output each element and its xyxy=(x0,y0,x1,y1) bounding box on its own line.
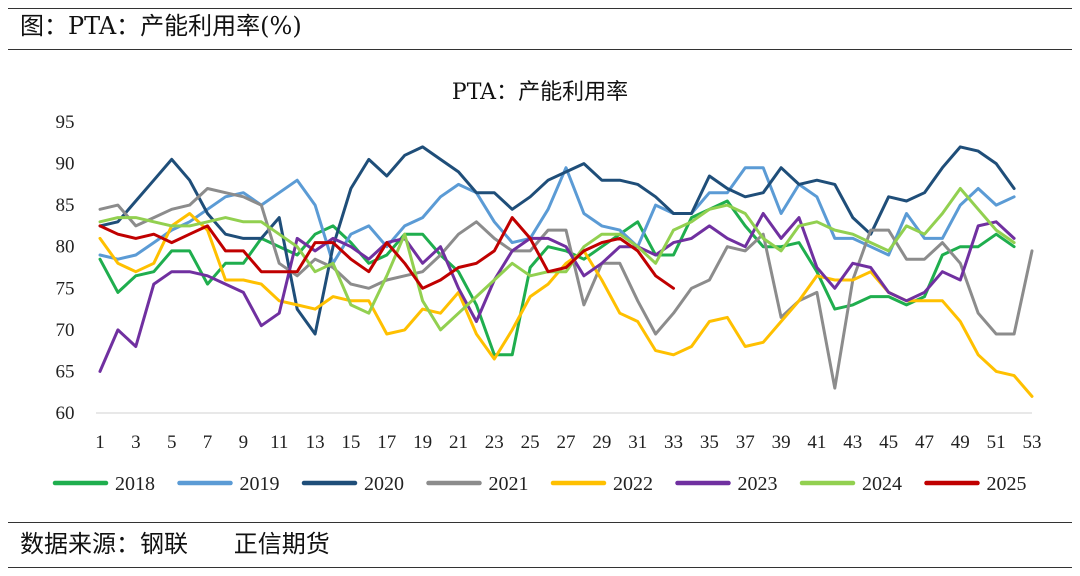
y-tick-label: 70 xyxy=(56,320,75,341)
legend-label-2020: 2020 xyxy=(364,473,404,495)
legend-label-2019: 2019 xyxy=(240,473,280,495)
chart-title: PTA：产能利用率 xyxy=(452,80,628,105)
top-border xyxy=(8,8,1072,9)
series-line-2021 xyxy=(98,187,1034,390)
series-line-2023 xyxy=(98,212,1016,373)
x-tick-label: 3 xyxy=(131,432,141,453)
data-source: 数据来源：钢联 正信期货 xyxy=(20,530,330,558)
x-tick-label: 39 xyxy=(772,432,791,453)
legend-label-2021: 2021 xyxy=(489,473,529,495)
y-tick-label: 90 xyxy=(56,154,75,175)
x-tick-label: 9 xyxy=(239,432,249,453)
legend-label-2024: 2024 xyxy=(862,473,902,495)
series-line-2025 xyxy=(98,216,675,290)
x-tick-label: 15 xyxy=(341,432,360,453)
legend-label-2022: 2022 xyxy=(613,473,653,495)
x-tick-label: 23 xyxy=(485,432,504,453)
x-tick-label: 5 xyxy=(167,432,177,453)
caption-divider xyxy=(8,49,1072,50)
x-tick-label: 1 xyxy=(95,432,105,453)
series-lines xyxy=(98,145,1034,398)
x-tick-label: 17 xyxy=(377,432,396,453)
x-tick-label: 49 xyxy=(951,432,970,453)
x-tick-label: 11 xyxy=(270,432,288,453)
legend-label-2023: 2023 xyxy=(738,473,778,495)
series-line-2019 xyxy=(98,166,1016,265)
legend-label-2018: 2018 xyxy=(115,473,155,495)
x-axis: 1 3 5 7 9 11 13 15 17 19 21 23 25 27 29 31 33 35 37 39 41 43 4… xyxy=(95,412,1042,453)
series-line-2024 xyxy=(98,187,1016,332)
legend-label-2025: 2025 xyxy=(987,473,1027,495)
series-line-2022 xyxy=(98,212,1034,398)
y-tick-label: 60 xyxy=(56,403,75,424)
x-tick-label: 51 xyxy=(987,432,1006,453)
x-tick-label: 7 xyxy=(203,432,213,453)
x-tick-label: 43 xyxy=(843,432,862,453)
bottom-border xyxy=(8,567,1072,568)
y-axis: 60 65 70 75 80 85 90 95 xyxy=(56,112,75,424)
x-tick-label: 47 xyxy=(915,432,934,453)
footer-divider xyxy=(8,522,1072,523)
y-tick-label: 75 xyxy=(56,278,75,299)
series-line-2020 xyxy=(98,145,1016,336)
series-line-2018 xyxy=(98,199,1016,357)
x-tick-label: 29 xyxy=(592,432,611,453)
x-tick-label: 35 xyxy=(700,432,719,453)
x-tick-label: 21 xyxy=(449,432,468,453)
x-tick-label: 41 xyxy=(807,432,826,453)
y-tick-label: 85 xyxy=(56,195,75,216)
x-tick-label: 45 xyxy=(879,432,898,453)
x-tick-label: 19 xyxy=(413,432,432,453)
x-tick-label: 53 xyxy=(1023,432,1042,453)
y-tick-label: 95 xyxy=(56,112,75,133)
x-tick-label: 27 xyxy=(557,432,576,453)
x-tick-label: 13 xyxy=(306,432,325,453)
y-tick-label: 80 xyxy=(56,237,75,258)
y-tick-label: 65 xyxy=(56,361,75,382)
legend: 2018 2019 2020 2021 2022 2023 2024 2025 xyxy=(52,473,1027,495)
figure-caption: 图：PTA：产能利用率(%) xyxy=(20,12,302,40)
x-tick-label: 37 xyxy=(736,432,755,453)
x-tick-label: 31 xyxy=(628,432,647,453)
x-tick-label: 25 xyxy=(521,432,540,453)
x-tick-label: 33 xyxy=(664,432,683,453)
